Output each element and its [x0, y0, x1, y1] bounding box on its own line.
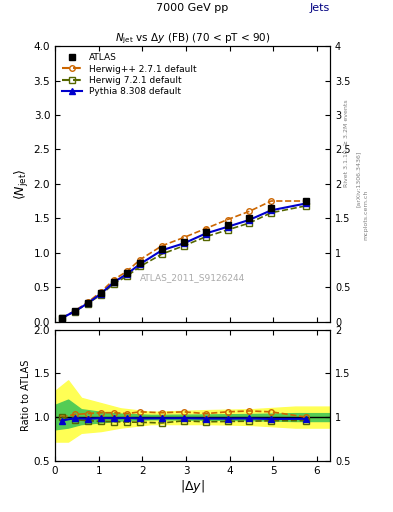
Legend: ATLAS, Herwig++ 2.7.1 default, Herwig 7.2.1 default, Pythia 8.308 default: ATLAS, Herwig++ 2.7.1 default, Herwig 7.… — [59, 51, 200, 99]
Text: Rivet 3.1.10, ≥ 3.2M events: Rivet 3.1.10, ≥ 3.2M events — [344, 99, 349, 187]
Text: Jets: Jets — [310, 3, 330, 13]
Text: ATLAS_2011_S9126244: ATLAS_2011_S9126244 — [140, 273, 245, 282]
Text: [arXiv:1306.3436]: [arXiv:1306.3436] — [356, 151, 361, 207]
Y-axis label: Ratio to ATLAS: Ratio to ATLAS — [21, 359, 31, 431]
Y-axis label: $\langle N_\mathsf{jet}\rangle$: $\langle N_\mathsf{jet}\rangle$ — [13, 168, 31, 200]
Text: 7000 GeV pp: 7000 GeV pp — [156, 3, 229, 13]
Title: $N_\mathsf{jet}$ vs $\Delta y$ (FB) (70 < pT < 90): $N_\mathsf{jet}$ vs $\Delta y$ (FB) (70 … — [115, 32, 270, 46]
X-axis label: $|\Delta y|$: $|\Delta y|$ — [180, 478, 205, 496]
Text: mcplots.cern.ch: mcplots.cern.ch — [364, 190, 369, 240]
